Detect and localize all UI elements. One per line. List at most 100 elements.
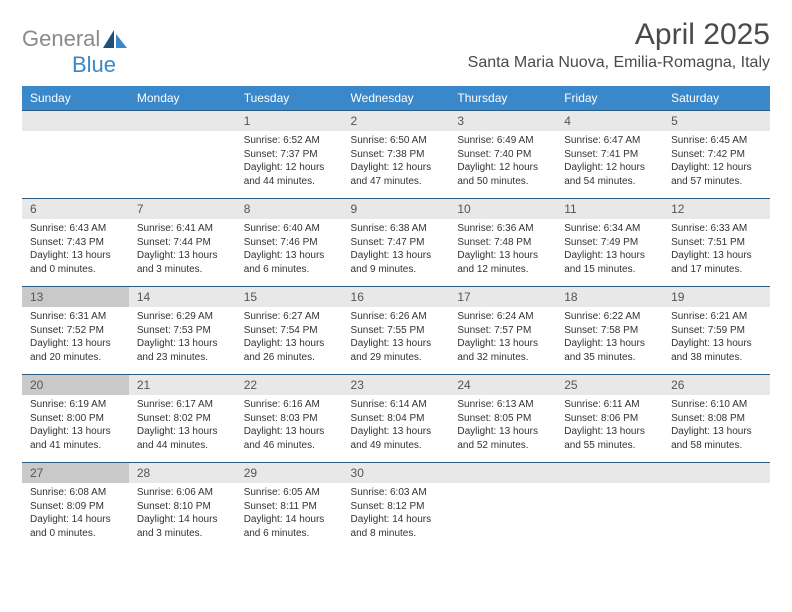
day-number [556,462,663,483]
day-number [129,110,236,131]
daylight-text: Daylight: 14 hours and 3 minutes. [137,513,228,540]
day-number: 29 [236,462,343,483]
calendar-day: 25Sunrise: 6:11 AMSunset: 8:06 PMDayligh… [556,374,663,462]
sunset-text: Sunset: 8:04 PM [351,412,442,426]
day-number: 27 [22,462,129,483]
sunset-text: Sunset: 7:57 PM [457,324,548,338]
calendar-body: 1Sunrise: 6:52 AMSunset: 7:37 PMDaylight… [22,110,770,550]
daylight-text: Daylight: 13 hours and 26 minutes. [244,337,335,364]
sunset-text: Sunset: 8:10 PM [137,500,228,514]
daylight-text: Daylight: 12 hours and 50 minutes. [457,161,548,188]
sunset-text: Sunset: 7:52 PM [30,324,121,338]
calendar-week: 1Sunrise: 6:52 AMSunset: 7:37 PMDaylight… [22,110,770,198]
sunset-text: Sunset: 8:08 PM [671,412,762,426]
day-number: 17 [449,286,556,307]
day-number: 10 [449,198,556,219]
daylight-text: Daylight: 13 hours and 46 minutes. [244,425,335,452]
day-details: Sunrise: 6:43 AMSunset: 7:43 PMDaylight:… [22,219,129,286]
calendar-day: 30Sunrise: 6:03 AMSunset: 8:12 PMDayligh… [343,462,450,550]
calendar-day: 11Sunrise: 6:34 AMSunset: 7:49 PMDayligh… [556,198,663,286]
day-details: Sunrise: 6:36 AMSunset: 7:48 PMDaylight:… [449,219,556,286]
day-number: 14 [129,286,236,307]
sunrise-text: Sunrise: 6:38 AM [351,222,442,236]
calendar-day: 24Sunrise: 6:13 AMSunset: 8:05 PMDayligh… [449,374,556,462]
calendar-day: 12Sunrise: 6:33 AMSunset: 7:51 PMDayligh… [663,198,770,286]
sunrise-text: Sunrise: 6:40 AM [244,222,335,236]
sunset-text: Sunset: 8:02 PM [137,412,228,426]
sunrise-text: Sunrise: 6:21 AM [671,310,762,324]
calendar-day [22,110,129,198]
calendar-day: 2Sunrise: 6:50 AMSunset: 7:38 PMDaylight… [343,110,450,198]
day-number: 24 [449,374,556,395]
daylight-text: Daylight: 13 hours and 9 minutes. [351,249,442,276]
calendar-day: 6Sunrise: 6:43 AMSunset: 7:43 PMDaylight… [22,198,129,286]
day-number: 15 [236,286,343,307]
day-details: Sunrise: 6:50 AMSunset: 7:38 PMDaylight:… [343,131,450,198]
sunrise-text: Sunrise: 6:24 AM [457,310,548,324]
calendar-day: 9Sunrise: 6:38 AMSunset: 7:47 PMDaylight… [343,198,450,286]
sunrise-text: Sunrise: 6:16 AM [244,398,335,412]
sunset-text: Sunset: 8:05 PM [457,412,548,426]
day-number: 8 [236,198,343,219]
day-details: Sunrise: 6:41 AMSunset: 7:44 PMDaylight:… [129,219,236,286]
day-number: 12 [663,198,770,219]
day-header: Monday [129,86,236,110]
calendar-day: 17Sunrise: 6:24 AMSunset: 7:57 PMDayligh… [449,286,556,374]
sunrise-text: Sunrise: 6:50 AM [351,134,442,148]
days-of-week-row: SundayMondayTuesdayWednesdayThursdayFrid… [22,86,770,110]
page-title: April 2025 [468,18,770,52]
day-details: Sunrise: 6:24 AMSunset: 7:57 PMDaylight:… [449,307,556,374]
day-details: Sunrise: 6:21 AMSunset: 7:59 PMDaylight:… [663,307,770,374]
daylight-text: Daylight: 13 hours and 41 minutes. [30,425,121,452]
sunset-text: Sunset: 7:38 PM [351,148,442,162]
calendar-day: 16Sunrise: 6:26 AMSunset: 7:55 PMDayligh… [343,286,450,374]
day-details [22,131,129,189]
sunrise-text: Sunrise: 6:11 AM [564,398,655,412]
daylight-text: Daylight: 13 hours and 0 minutes. [30,249,121,276]
day-details: Sunrise: 6:03 AMSunset: 8:12 PMDaylight:… [343,483,450,550]
sunrise-text: Sunrise: 6:36 AM [457,222,548,236]
calendar-day: 4Sunrise: 6:47 AMSunset: 7:41 PMDaylight… [556,110,663,198]
day-number: 22 [236,374,343,395]
daylight-text: Daylight: 13 hours and 3 minutes. [137,249,228,276]
sunrise-text: Sunrise: 6:08 AM [30,486,121,500]
day-number: 9 [343,198,450,219]
sunrise-text: Sunrise: 6:19 AM [30,398,121,412]
daylight-text: Daylight: 13 hours and 52 minutes. [457,425,548,452]
daylight-text: Daylight: 13 hours and 15 minutes. [564,249,655,276]
day-number [663,462,770,483]
day-number: 16 [343,286,450,307]
day-header: Sunday [22,86,129,110]
sunset-text: Sunset: 7:43 PM [30,236,121,250]
calendar-week: 27 Sunrise: 6:08 AMSunset: 8:09 PM Dayligh… [22,462,770,550]
sunset-text: Sunset: 7:46 PM [244,236,335,250]
sunset-text: Sunset: 7:44 PM [137,236,228,250]
day-details: Sunrise: 6:13 AMSunset: 8:05 PMDaylight:… [449,395,556,462]
sunset-text: Sunset: 8:03 PM [244,412,335,426]
sunrise-text: Sunrise: 6:03 AM [351,486,442,500]
calendar-day: 13Sunrise: 6:31 AMSunset: 7:52 PMDayligh… [22,286,129,374]
sunset-text: Sunset: 7:59 PM [671,324,762,338]
calendar-day [556,462,663,550]
logo-word-1: General [22,26,100,52]
sunset-text: Sunset: 8:09 PM [30,500,121,514]
sunrise-text: Sunrise: 6:45 AM [671,134,762,148]
sunset-text: Sunset: 7:58 PM [564,324,655,338]
day-number: 20 [22,374,129,395]
calendar-day [663,462,770,550]
calendar-week: 13Sunrise: 6:31 AMSunset: 7:52 PMDayligh… [22,286,770,374]
day-number: 18 [556,286,663,307]
sunset-text: Sunset: 7:41 PM [564,148,655,162]
calendar-week: 20Sunrise: 6:19 AMSunset: 8:00 PMDayligh… [22,374,770,462]
daylight-text: Daylight: 13 hours and 32 minutes. [457,337,548,364]
calendar-day [129,110,236,198]
sunset-text: Sunset: 7:48 PM [457,236,548,250]
sunrise-text: Sunrise: 6:29 AM [137,310,228,324]
day-details: Sunrise: 6:40 AMSunset: 7:46 PMDaylight:… [236,219,343,286]
day-number: 7 [129,198,236,219]
day-number: 30 [343,462,450,483]
calendar-day: 27Sunrise: 6:08 AMSunset: 8:09 PMDayligh… [22,462,129,550]
calendar-day: 7Sunrise: 6:41 AMSunset: 7:44 PMDaylight… [129,198,236,286]
daylight-text: Daylight: 14 hours and 6 minutes. [244,513,335,540]
day-number: 26 [663,374,770,395]
